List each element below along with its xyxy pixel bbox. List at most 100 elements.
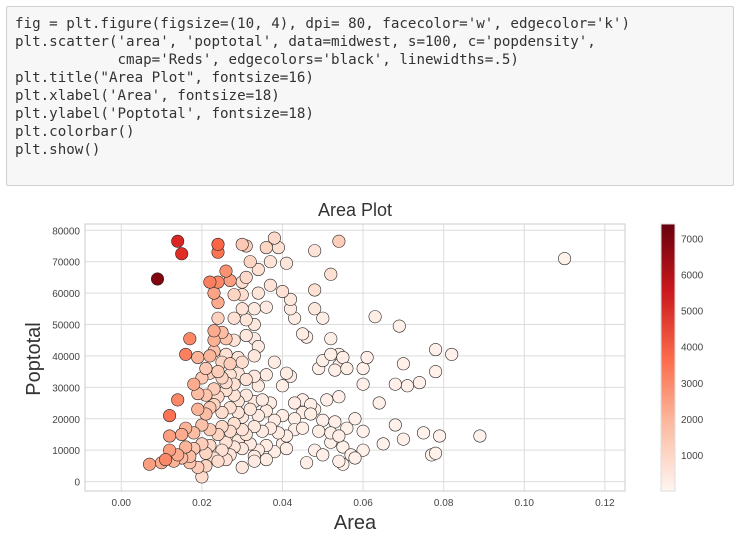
scatter-point [191, 402, 205, 416]
scatter-point [199, 362, 213, 376]
scatter-point [235, 237, 249, 251]
scatter-chart: Area Plot 0.00 0.02 0.04 0.06 0.08 0.10 0.12 0 1… [23, 200, 704, 534]
y-tick-label: 10000 [52, 446, 80, 457]
scatter-point [336, 351, 350, 365]
scatter-point [429, 365, 443, 379]
scatter-point [263, 255, 277, 269]
scatter-point [243, 402, 257, 416]
scatter-point [324, 347, 338, 361]
scatter-point [255, 393, 269, 407]
scatter-point [183, 332, 197, 346]
scatter-point [308, 283, 322, 297]
scatter-point [396, 432, 410, 446]
scatter-point [279, 256, 293, 270]
scatter-point [328, 415, 342, 429]
x-tick-label: 0.10 [515, 498, 535, 509]
scatter-point [304, 407, 318, 421]
scatter-point [392, 319, 406, 333]
axis-ticks: 0.00 0.02 0.04 0.06 0.08 0.10 0.12 0 10000 20000 3… [52, 226, 615, 509]
scatter-point [235, 355, 249, 369]
colorbar [660, 223, 676, 492]
scatter-point [175, 428, 189, 442]
scatter-point [316, 311, 330, 325]
scatter-point [558, 252, 572, 266]
scatter-point [267, 231, 281, 245]
scatter-point [151, 272, 165, 286]
scatter-point [308, 302, 322, 316]
colorbar-tick-label: 1000 [681, 451, 704, 462]
scatter-point [207, 324, 221, 338]
scatter-point [296, 327, 310, 341]
scatter-point [239, 329, 253, 343]
scatter-point [247, 349, 261, 363]
scatter-point [388, 418, 402, 432]
scatter-point [320, 393, 334, 407]
scatter-point [328, 363, 342, 377]
y-tick-label: 40000 [52, 352, 80, 363]
scatter-point [332, 454, 346, 468]
scatter-point [445, 347, 459, 361]
scatter-point [340, 362, 354, 376]
code-line: plt.colorbar() [15, 124, 135, 140]
scatter-point [239, 373, 253, 387]
y-tick-label: 0 [74, 478, 80, 489]
y-tick-label: 30000 [52, 383, 80, 394]
scatter-point [296, 421, 310, 435]
scatter-point [360, 351, 374, 365]
scatter-point [332, 234, 346, 248]
chart-title: Area Plot [318, 200, 392, 220]
scatter-point [348, 451, 362, 465]
code-line: plt.title("Area Plot", fontsize=16) [15, 70, 314, 86]
scatter-point [300, 456, 314, 470]
x-tick-label: 0.04 [273, 498, 293, 509]
scatter-point [372, 396, 386, 410]
scatter-point [175, 247, 189, 261]
scatter-point [211, 454, 225, 468]
y-tick-label: 20000 [52, 415, 80, 426]
scatter-point [223, 357, 237, 371]
scatter-point [308, 244, 322, 258]
scatter-point [207, 286, 221, 300]
scatter-point [267, 355, 281, 369]
scatter-point [368, 310, 382, 324]
scatter-point [412, 376, 426, 390]
scatter-point [324, 267, 338, 281]
colorbar-ticks: 1000 2000 3000 4000 5000 6000 7000 [681, 234, 704, 461]
scatter-point [340, 421, 354, 435]
scatter-point [429, 446, 443, 460]
code-line: cmap='Reds', edgecolors='black', linewid… [15, 52, 519, 68]
output-figure: Area Plot 0.00 0.02 0.04 0.06 0.08 0.10 0.12 0 1… [0, 192, 736, 544]
scatter-point [263, 278, 277, 292]
scatter-point [239, 270, 253, 284]
scatter-point [316, 448, 330, 462]
scatter-point [275, 285, 289, 299]
scatter-point [235, 460, 249, 474]
scatter-point [348, 412, 362, 426]
scatter-point [356, 377, 370, 391]
code-line: fig = plt.figure(figsize=(10, 4), dpi= 8… [15, 16, 630, 32]
x-tick-label: 0.12 [595, 498, 615, 509]
scatter-point [171, 234, 185, 248]
scatter-point [251, 263, 265, 277]
scatter-point [356, 443, 370, 457]
scatter-point [187, 377, 201, 391]
scatter-point [356, 362, 370, 376]
scatter-point [275, 379, 289, 393]
scatter-point [211, 311, 225, 325]
scatter-point [288, 396, 302, 410]
colorbar-tick-label: 6000 [681, 271, 704, 282]
scatter-point [171, 393, 185, 407]
scatter-point [376, 437, 390, 451]
x-tick-label: 0.08 [434, 498, 454, 509]
scatter-point [203, 349, 217, 363]
scatter-point [473, 429, 487, 443]
colorbar-tick-label: 3000 [681, 379, 704, 390]
scatter-point [159, 453, 173, 467]
scatter-point [227, 311, 241, 325]
scatter-point [259, 368, 273, 382]
x-tick-label: 0.00 [112, 498, 132, 509]
code-line: plt.scatter('area', 'poptotal', data=mid… [15, 34, 596, 50]
y-tick-label: 80000 [52, 226, 80, 237]
code-cell[interactable]: fig = plt.figure(figsize=(10, 4), dpi= 8… [6, 6, 734, 186]
scatter-point [239, 313, 253, 327]
